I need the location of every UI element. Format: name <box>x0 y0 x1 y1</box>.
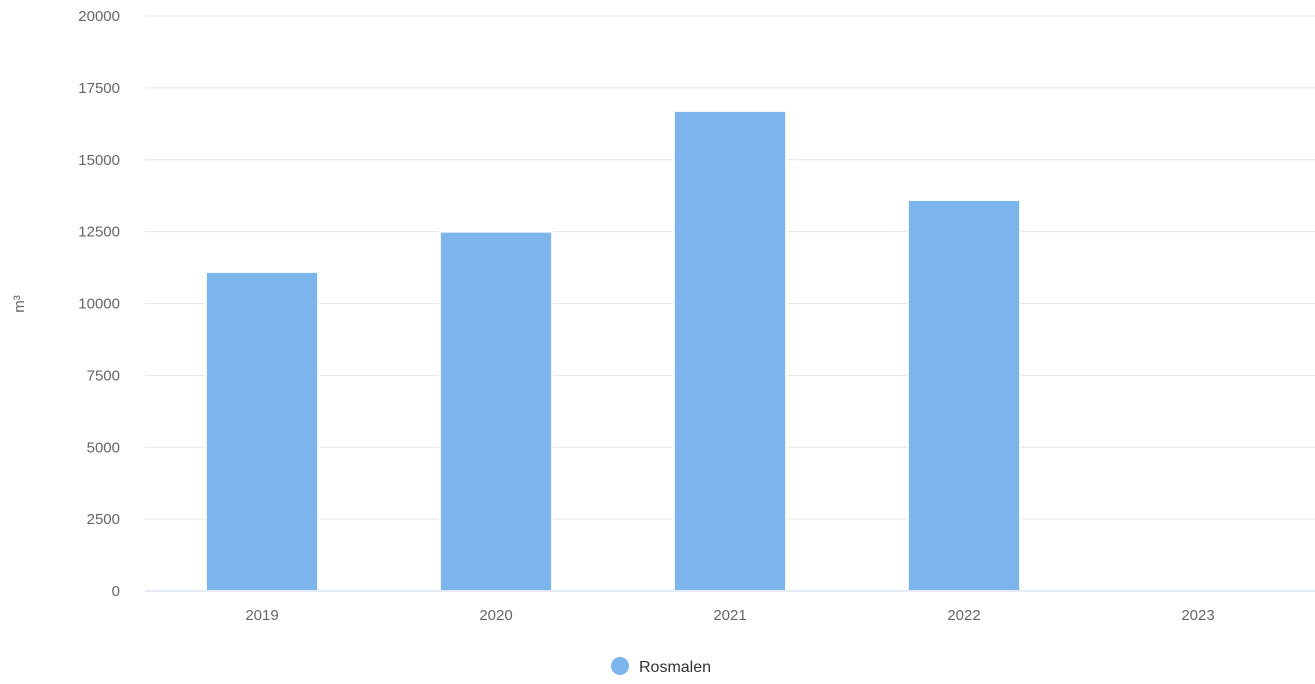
y-tick-label: 0 <box>112 583 120 600</box>
x-tick-label: 2019 <box>245 607 278 624</box>
x-tick-label: 2020 <box>479 607 512 624</box>
y-tick-label: 5000 <box>87 439 120 456</box>
y-tick-label: 20000 <box>78 8 120 25</box>
y-tick-labels: 0 2500 5000 7500 10000 12500 15000 17500 20000 <box>78 8 120 600</box>
legend-marker-icon[interactable] <box>611 657 629 675</box>
bar-2020[interactable] <box>438 230 554 592</box>
y-tick-label: 15000 <box>78 152 120 169</box>
x-tick-label: 2022 <box>947 607 980 624</box>
y-axis-title: m³ <box>11 295 28 313</box>
bars <box>204 109 1022 592</box>
legend[interactable]: Rosmalen <box>611 657 711 676</box>
y-tick-label: 17500 <box>78 80 120 97</box>
y-tick-label: 2500 <box>87 511 120 528</box>
bar-2021[interactable] <box>672 109 788 592</box>
y-tick-label: 7500 <box>87 367 120 384</box>
x-tick-label: 2021 <box>713 607 746 624</box>
y-tick-label: 12500 <box>78 224 120 241</box>
x-tick-labels: 2019 2020 2021 2022 2023 <box>245 607 1214 624</box>
legend-label-rosmalen[interactable]: Rosmalen <box>639 659 711 676</box>
bar-2022[interactable] <box>906 199 1022 592</box>
y-tick-label: 10000 <box>78 296 120 313</box>
bar-2019[interactable] <box>204 270 320 592</box>
x-tick-label: 2023 <box>1181 607 1214 624</box>
